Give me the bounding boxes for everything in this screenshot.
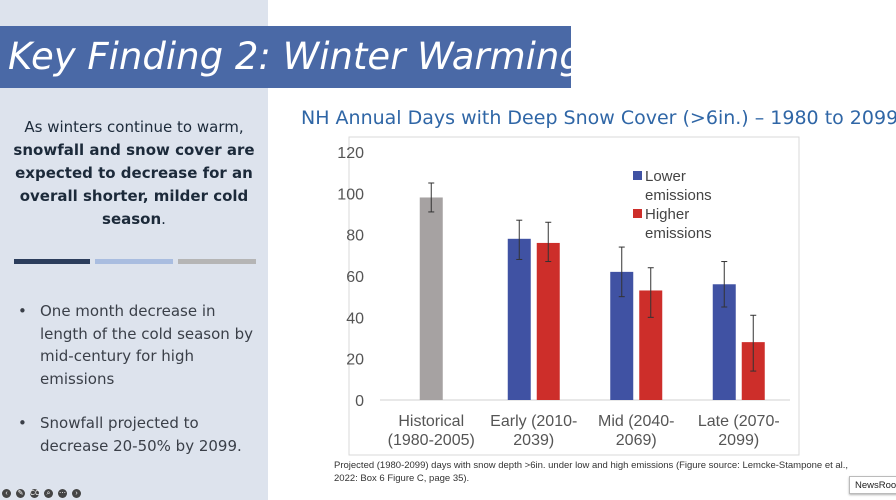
y-tick-label: 120 xyxy=(337,145,364,162)
bar xyxy=(419,197,443,400)
x-tick-label: 2099) xyxy=(718,432,759,449)
bar xyxy=(610,271,634,400)
y-tick-label: 0 xyxy=(355,393,364,410)
bullet-text: Snowfall projected to decrease 20-50% by… xyxy=(40,414,242,455)
legend-label: Lower xyxy=(645,168,686,185)
legend-label: emissions xyxy=(645,225,712,242)
next-icon[interactable]: › xyxy=(72,489,81,498)
prev-icon[interactable]: ‹ xyxy=(2,489,11,498)
presentation-toolbar: ‹ ✎ CC ⌕ ⋯ › xyxy=(2,489,81,500)
plot-frame xyxy=(348,136,800,456)
slide-title: Key Finding 2: Winter Warming xyxy=(0,26,571,88)
bullet-dot: • xyxy=(18,302,27,320)
legend-label: Higher xyxy=(645,206,689,223)
y-tick-label: 40 xyxy=(346,310,364,327)
bar xyxy=(712,284,736,400)
y-tick-label: 80 xyxy=(346,228,364,245)
bar xyxy=(536,242,560,400)
y-tick-label: 60 xyxy=(346,269,364,286)
bullet-text: One month decrease in length of the cold… xyxy=(40,302,253,388)
x-tick-label: Late (2070- xyxy=(698,413,780,430)
x-tick-label: 2039) xyxy=(513,432,554,449)
bullet-item: • Snowfall projected to decrease 20-50% b… xyxy=(18,412,258,457)
deco-bar-1 xyxy=(14,259,90,264)
chart-title: NH Annual Days with Deep Snow Cover (>6i… xyxy=(301,107,896,129)
x-tick-label: 2069) xyxy=(616,432,657,449)
zoom-icon[interactable]: ⌕ xyxy=(44,489,53,498)
cc-icon[interactable]: CC xyxy=(30,489,41,498)
newsroom-badge[interactable]: NewsRoom xyxy=(849,476,896,494)
x-tick-label: (1980-2005) xyxy=(388,432,475,449)
intro-end: . xyxy=(161,210,166,228)
figure-caption: Projected (1980-2099) days with snow dep… xyxy=(334,460,849,484)
intro-lead: As winters continue to warm, xyxy=(24,118,244,136)
x-tick-label: Historical xyxy=(398,413,464,430)
legend-swatch xyxy=(633,171,642,180)
bar xyxy=(507,238,531,400)
intro-text: As winters continue to warm, snowfall an… xyxy=(10,116,258,231)
x-tick-label: Mid (2040- xyxy=(598,413,674,430)
bar xyxy=(639,290,663,400)
bullet-list: • One month decrease in length of the col… xyxy=(18,300,258,479)
y-tick-label: 100 xyxy=(337,186,364,203)
bullet-dot: • xyxy=(18,414,27,432)
intro-bold: snowfall and snow cover are expected to … xyxy=(13,141,255,228)
deco-bar-2 xyxy=(95,259,173,264)
more-icon[interactable]: ⋯ xyxy=(58,489,67,498)
y-tick-label: 20 xyxy=(346,352,364,369)
deco-bar-3 xyxy=(178,259,256,264)
x-tick-label: Early (2010- xyxy=(490,413,577,430)
pen-icon[interactable]: ✎ xyxy=(16,489,25,498)
bullet-item: • One month decrease in length of the col… xyxy=(18,300,258,390)
legend-label: emissions xyxy=(645,187,712,204)
legend-swatch xyxy=(633,209,642,218)
